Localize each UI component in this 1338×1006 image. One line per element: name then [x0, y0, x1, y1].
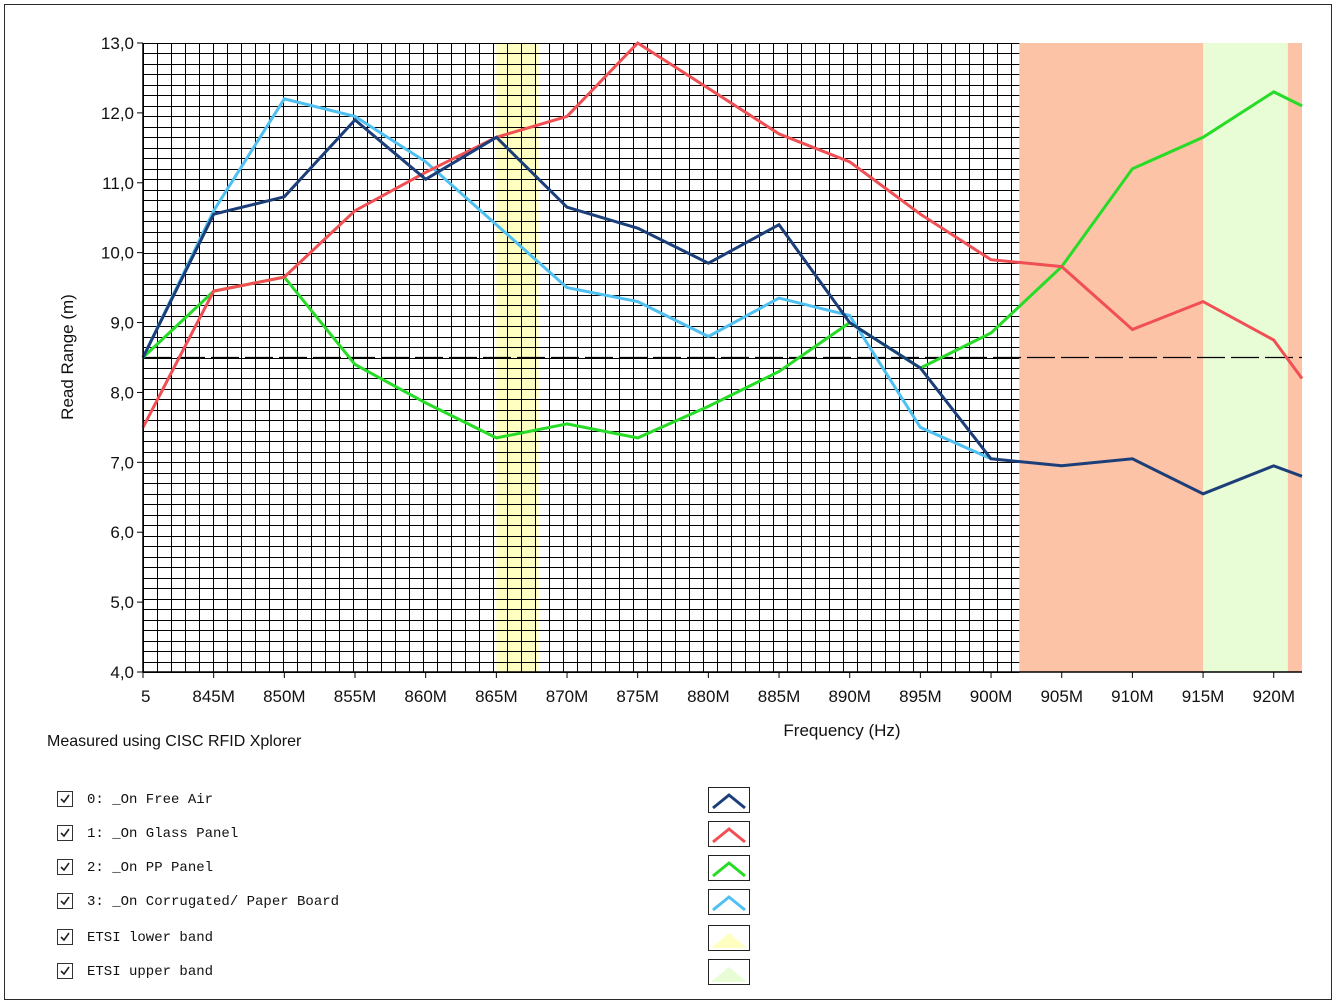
x-tick-label: 920M	[1252, 687, 1295, 706]
chart-window: 4,0 5,0 6,0 7,0 8,0 9,0 10,0 11,0 12,0 13,0 5 845M 8…	[4, 4, 1332, 1000]
x-tick-label: 885M	[758, 687, 801, 706]
series-line-1	[141, 41, 1304, 429]
checkbox-free-air[interactable]	[57, 791, 73, 807]
x-tick-label: 845M	[192, 687, 235, 706]
y-tick-label: 9,0	[110, 314, 134, 333]
line-swatch-icon	[708, 855, 750, 881]
y-tick-label: 7,0	[110, 453, 134, 472]
series-line-2	[141, 90, 1303, 440]
x-tick-label: 890M	[828, 687, 871, 706]
x-tick-label: 910M	[1111, 687, 1154, 706]
x-axis-label: Frequency (Hz)	[783, 721, 900, 740]
legend-item-glass-panel[interactable]: 1: _On Glass Panel	[55, 821, 755, 847]
line-swatch-icon	[708, 821, 750, 847]
x-tick-label: 905M	[1040, 687, 1083, 706]
series-line-0	[141, 117, 1303, 496]
legend-item-free-air[interactable]: 0: _On Free Air	[55, 787, 755, 813]
legend-item-corrugated-board[interactable]: 3: _On Corrugated/ Paper Board	[55, 889, 755, 915]
legend-item-etsi-lower[interactable]: ETSI lower band	[55, 925, 755, 951]
legend-label: 1: _On Glass Panel	[87, 826, 239, 842]
y-tick-label: 4,0	[110, 663, 134, 682]
y-tick-label: 10,0	[101, 244, 134, 263]
legend-label: ETSI lower band	[87, 930, 214, 946]
x-tick-label: 875M	[616, 687, 659, 706]
checkbox-etsi-lower[interactable]	[57, 929, 73, 945]
x-tick-label: 870M	[546, 687, 589, 706]
x-tick-label: 900M	[970, 687, 1013, 706]
ticks-layer: 4,0 5,0 6,0 7,0 8,0 9,0 10,0 11,0 12,0 13,0 5 845M 8…	[101, 34, 1295, 706]
x-tick-label: 5	[141, 687, 150, 706]
checkbox-corrugated-board[interactable]	[57, 893, 73, 909]
area-swatch-icon	[708, 925, 750, 951]
grid-layer	[143, 43, 1020, 673]
y-tick-label: 5,0	[110, 593, 134, 612]
line-swatch-icon	[708, 787, 750, 813]
line-swatch-icon	[708, 889, 750, 915]
x-tick-label: 850M	[263, 687, 306, 706]
area-swatch-icon	[708, 959, 750, 985]
y-tick-label: 11,0	[102, 174, 134, 193]
legend-label: ETSI upper band	[87, 964, 214, 980]
checkbox-pp-panel[interactable]	[57, 859, 73, 875]
read-range-chart: 4,0 5,0 6,0 7,0 8,0 9,0 10,0 11,0 12,0 13,0 5 845M 8…	[58, 34, 1304, 740]
y-tick-label: 8,0	[110, 383, 134, 402]
y-tick-label: 6,0	[110, 523, 134, 542]
x-tick-label: 915M	[1182, 687, 1225, 706]
y-tick-label: 13,0	[101, 34, 134, 53]
axis-layer	[142, 43, 1302, 673]
series-line-3	[141, 97, 992, 461]
x-tick-label: 860M	[404, 687, 447, 706]
band-area	[1287, 43, 1302, 672]
y-tick-label: 12,0	[101, 104, 134, 123]
x-tick-label: 895M	[899, 687, 942, 706]
checkbox-etsi-upper[interactable]	[57, 963, 73, 979]
x-tick-label: 865M	[475, 687, 518, 706]
series-layer	[141, 41, 1304, 496]
y-axis-label: Read Range (m)	[58, 294, 77, 420]
legend-item-pp-panel[interactable]: 2: _On PP Panel	[55, 855, 755, 881]
x-tick-label: 855M	[334, 687, 377, 706]
legend-item-etsi-upper[interactable]: ETSI upper band	[55, 959, 755, 985]
checkbox-glass-panel[interactable]	[57, 825, 73, 841]
legend-label: 3: _On Corrugated/ Paper Board	[87, 894, 340, 910]
measurement-note: Measured using CISC RFID Xplorer	[47, 733, 302, 750]
x-tick-label: 880M	[687, 687, 730, 706]
legend-label: 0: _On Free Air	[87, 792, 214, 808]
legend-label: 2: _On PP Panel	[87, 860, 214, 876]
